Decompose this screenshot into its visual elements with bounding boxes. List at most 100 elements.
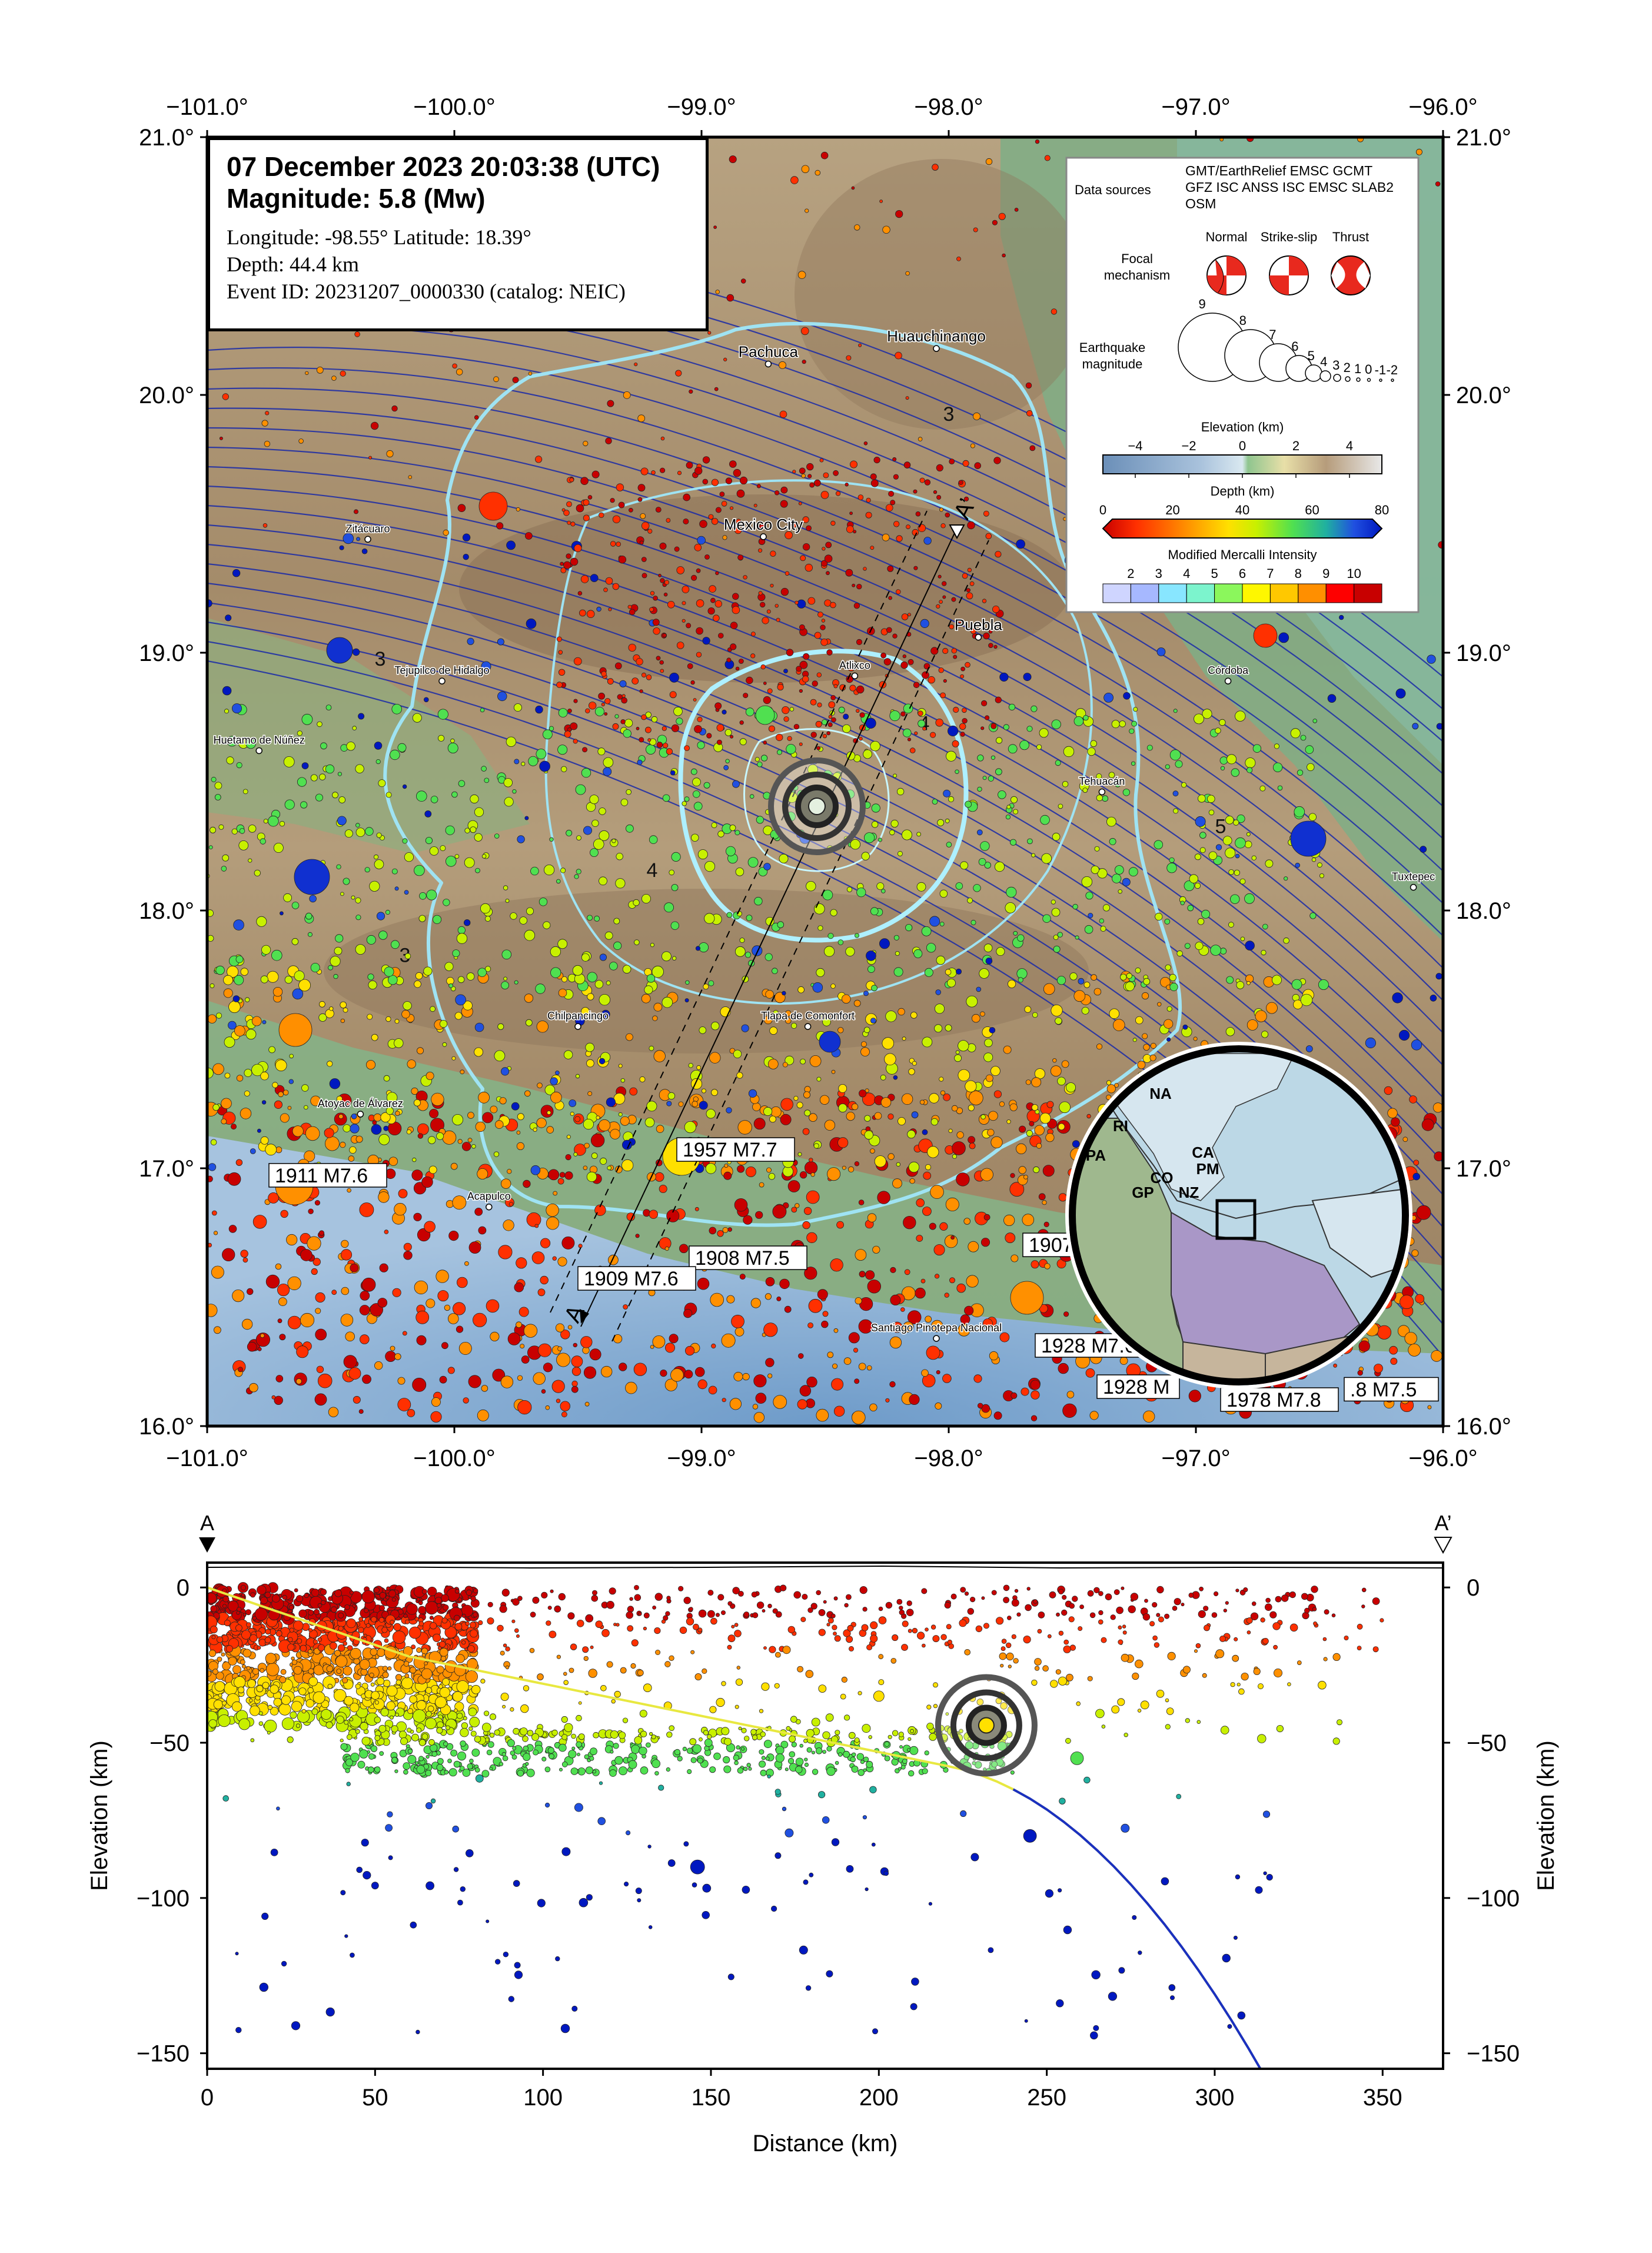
earthquake-marker: [517, 1113, 524, 1121]
earthquake-marker: [983, 632, 990, 640]
profile-earthquake-marker: [378, 1617, 385, 1623]
earthquake-marker: [367, 1013, 373, 1020]
earthquake-marker: [594, 915, 600, 922]
earthquake-marker: [355, 897, 361, 903]
earthquake-marker: [340, 892, 344, 896]
earthquake-marker: [437, 735, 445, 742]
earthquake-marker: [881, 889, 886, 893]
earthquake-marker: [874, 1112, 882, 1120]
earthquake-marker: [1129, 728, 1135, 734]
earthquake-marker: [526, 1212, 541, 1227]
earthquake-marker: [880, 652, 886, 659]
profile-earthquake-marker: [693, 1623, 699, 1630]
magnitude-circle: [1333, 374, 1341, 382]
profile-earthquake-marker: [313, 1639, 318, 1644]
earthquake-marker: [670, 770, 676, 776]
earthquake-marker: [260, 975, 268, 983]
earthquake-marker: [676, 642, 684, 649]
profile-earthquake-marker: [298, 1687, 307, 1696]
earthquake-marker: [315, 1308, 321, 1314]
profile-earthquake-marker: [335, 1655, 348, 1668]
earthquake-marker: [236, 1075, 244, 1082]
profile-earthquake-marker: [498, 1762, 504, 1766]
earthquake-marker: [838, 1084, 847, 1093]
magnitude-circle: [1356, 377, 1361, 382]
earthquake-marker: [545, 1405, 550, 1410]
earthquake-marker: [559, 1172, 566, 1178]
earthquake-marker: [705, 1163, 717, 1174]
earthquake-marker: [769, 1115, 776, 1123]
profile-earthquake-marker: [933, 1682, 939, 1688]
earthquake-marker: [870, 546, 875, 550]
earthquake-marker: [933, 490, 938, 494]
profile-earthquake-marker: [699, 1737, 703, 1742]
earthquake-marker: [618, 556, 627, 564]
earthquake-marker: [1019, 740, 1029, 750]
earthquake-marker: [386, 450, 394, 458]
earthquake-marker: [1294, 806, 1305, 818]
profile-earthquake-marker: [1304, 1607, 1310, 1614]
earthquake-marker: [969, 1091, 983, 1105]
earthquake-marker: [1016, 539, 1025, 549]
earthquake-marker: [1083, 981, 1091, 988]
profile-earthquake-marker: [910, 1729, 914, 1733]
magnitude-label: 5: [1308, 348, 1315, 363]
earthquake-marker: [925, 1164, 932, 1171]
profile-earthquake-marker: [849, 1646, 855, 1651]
profile-earthquake-marker: [468, 1726, 473, 1731]
profile-earthquake-marker: [698, 1609, 707, 1618]
city-marker: [255, 747, 262, 755]
earthquake-marker: [853, 1348, 859, 1353]
profile-earthquake-marker: [860, 1759, 865, 1764]
magnitude-circle: [1319, 370, 1331, 382]
earthquake-marker: [859, 1271, 866, 1278]
earthquake-marker: [540, 1275, 549, 1285]
earthquake-marker: [447, 743, 458, 754]
profile-earthquake-marker: [414, 1761, 419, 1765]
earthquake-marker: [1006, 805, 1011, 809]
profile-earthquake-marker: [861, 1624, 869, 1631]
earthquake-marker: [411, 1087, 418, 1095]
lat-tick-label-left: 17.0°: [139, 1156, 194, 1182]
earthquake-marker: [594, 706, 604, 716]
earthquake-marker: [853, 602, 860, 609]
earthquake-marker: [1026, 726, 1033, 732]
earthquake-marker: [1003, 1214, 1015, 1226]
profile-earthquake-marker: [689, 1607, 693, 1611]
earthquake-marker: [330, 956, 341, 967]
profile-earthquake-marker: [908, 1629, 912, 1633]
earthquake-marker: [278, 1013, 313, 1047]
earthquake-marker: [889, 829, 895, 836]
earthquake-marker: [990, 1066, 1000, 1076]
earthquake-marker: [923, 537, 932, 545]
earthquake-marker: [803, 1207, 812, 1215]
earthquake-marker: [339, 545, 344, 550]
earthquake-marker: [1435, 973, 1442, 980]
earthquake-marker: [970, 443, 975, 448]
earthquake-marker: [1415, 148, 1422, 155]
profile-earthquake-marker: [737, 1767, 744, 1774]
earthquake-marker: [1150, 1042, 1156, 1049]
profile-earthquake-marker: [359, 1749, 368, 1759]
earthquake-marker: [571, 1385, 579, 1393]
earthquake-marker: [576, 504, 584, 513]
profile-earthquake-marker: [216, 1636, 224, 1643]
earthquake-marker: [1005, 1232, 1016, 1244]
earthquake-marker: [768, 1173, 776, 1180]
earthquake-marker: [307, 932, 313, 937]
earthquake-marker: [766, 609, 771, 614]
earthquake-marker: [1058, 1363, 1069, 1374]
profile-earthquake-marker: [353, 1658, 360, 1665]
earthquake-marker: [711, 1089, 718, 1096]
earthquake-marker: [261, 420, 268, 427]
earthquake-marker: [696, 568, 701, 573]
earthquake-marker: [726, 657, 732, 663]
profile-earthquake-marker: [609, 1769, 617, 1777]
profile-earthquake-marker: [780, 1584, 787, 1591]
earthquake-marker: [956, 1131, 964, 1139]
earthquake-marker: [979, 968, 989, 979]
earthquake-marker: [717, 1230, 724, 1237]
profile-earthquake-marker: [851, 1765, 859, 1773]
earthquake-marker: [702, 478, 709, 485]
profile-earthquake-marker: [494, 1729, 500, 1736]
